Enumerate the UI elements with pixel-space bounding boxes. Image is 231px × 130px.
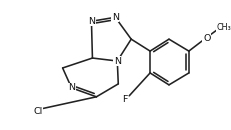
Text: N: N: [111, 13, 118, 22]
Text: F: F: [122, 95, 127, 104]
Text: CH₃: CH₃: [215, 23, 230, 32]
Text: N: N: [113, 57, 120, 66]
Text: N: N: [88, 17, 94, 26]
Text: N: N: [68, 83, 75, 92]
Text: Cl: Cl: [33, 107, 42, 116]
Text: O: O: [202, 34, 210, 43]
